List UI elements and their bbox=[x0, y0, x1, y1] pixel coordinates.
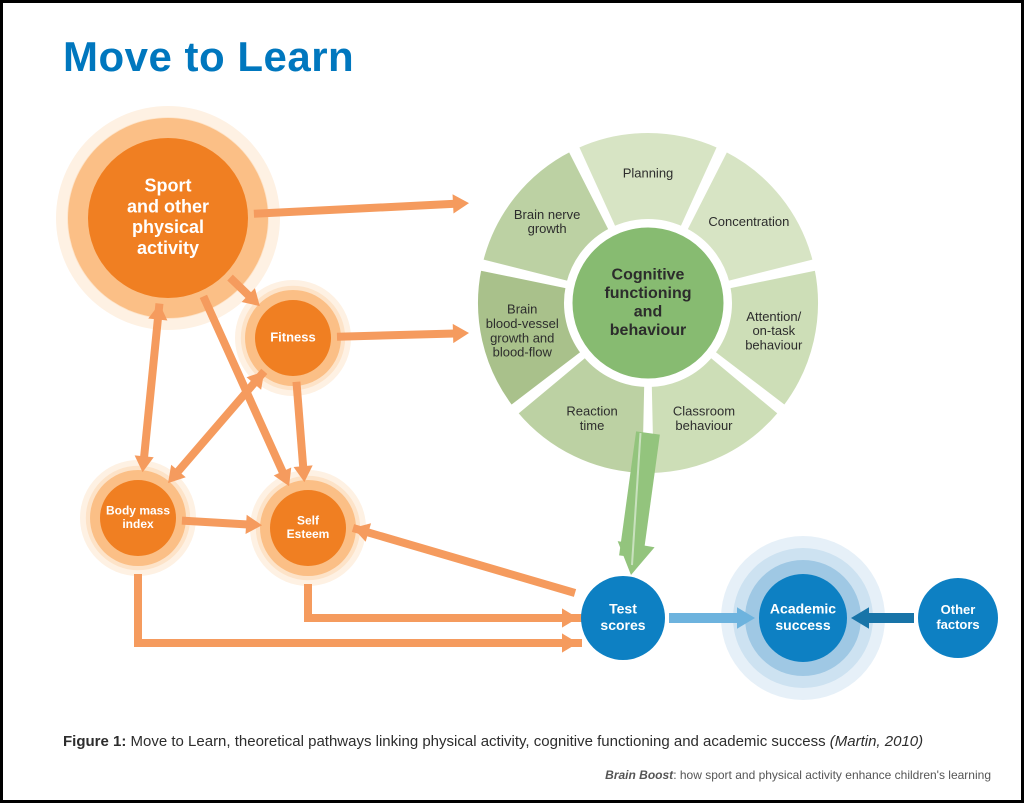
figure-caption: Figure 1: Move to Learn, theoretical pat… bbox=[63, 733, 923, 750]
svg-text:scores: scores bbox=[600, 617, 645, 633]
svg-text:activity: activity bbox=[137, 238, 199, 258]
diagram-svg: PlanningConcentrationAttention/on-taskbe… bbox=[3, 3, 1024, 803]
svg-text:Body mass: Body mass bbox=[106, 503, 170, 517]
svg-text:behaviour: behaviour bbox=[745, 337, 803, 352]
svg-text:on-task: on-task bbox=[752, 323, 795, 338]
svg-text:growth and: growth and bbox=[490, 330, 554, 345]
svg-text:blood-vessel: blood-vessel bbox=[486, 316, 559, 331]
footer-rest: : how sport and physical activity enhanc… bbox=[673, 768, 991, 782]
svg-text:Planning: Planning bbox=[623, 165, 674, 180]
svg-text:and: and bbox=[634, 303, 662, 320]
svg-text:Test: Test bbox=[609, 601, 637, 617]
svg-text:time: time bbox=[580, 418, 605, 433]
svg-text:Esteem: Esteem bbox=[287, 527, 330, 541]
svg-text:behaviour: behaviour bbox=[675, 418, 733, 433]
caption-cite: (Martin, 2010) bbox=[830, 733, 923, 750]
svg-text:physical: physical bbox=[132, 217, 204, 237]
svg-text:Other: Other bbox=[941, 602, 976, 617]
svg-text:Brain: Brain bbox=[507, 302, 537, 317]
svg-text:Sport: Sport bbox=[145, 176, 192, 196]
svg-text:growth: growth bbox=[528, 221, 567, 236]
svg-text:Attention/: Attention/ bbox=[746, 309, 801, 324]
svg-text:Self: Self bbox=[297, 513, 320, 527]
svg-text:Academic: Academic bbox=[770, 601, 836, 617]
figure-frame: Move to Learn PlanningConcentrationAtten… bbox=[0, 0, 1024, 803]
svg-text:blood-flow: blood-flow bbox=[493, 345, 553, 360]
svg-text:Classroom: Classroom bbox=[673, 404, 735, 419]
svg-text:success: success bbox=[775, 617, 830, 633]
svg-text:index: index bbox=[122, 517, 154, 531]
svg-text:Reaction: Reaction bbox=[566, 404, 617, 419]
svg-text:factors: factors bbox=[936, 617, 979, 632]
caption-prefix: Figure 1: bbox=[63, 733, 126, 750]
svg-text:and other: and other bbox=[127, 196, 209, 216]
footer-title: Brain Boost bbox=[605, 768, 673, 782]
svg-text:Concentration: Concentration bbox=[708, 214, 789, 229]
svg-text:Fitness: Fitness bbox=[270, 329, 316, 344]
svg-text:behaviour: behaviour bbox=[610, 322, 686, 339]
svg-text:Cognitive: Cognitive bbox=[612, 267, 685, 284]
svg-text:Brain nerve: Brain nerve bbox=[514, 207, 580, 222]
caption-text: Move to Learn, theoretical pathways link… bbox=[126, 733, 829, 750]
svg-text:functioning: functioning bbox=[604, 285, 691, 302]
figure-footer: Brain Boost: how sport and physical acti… bbox=[605, 768, 991, 782]
